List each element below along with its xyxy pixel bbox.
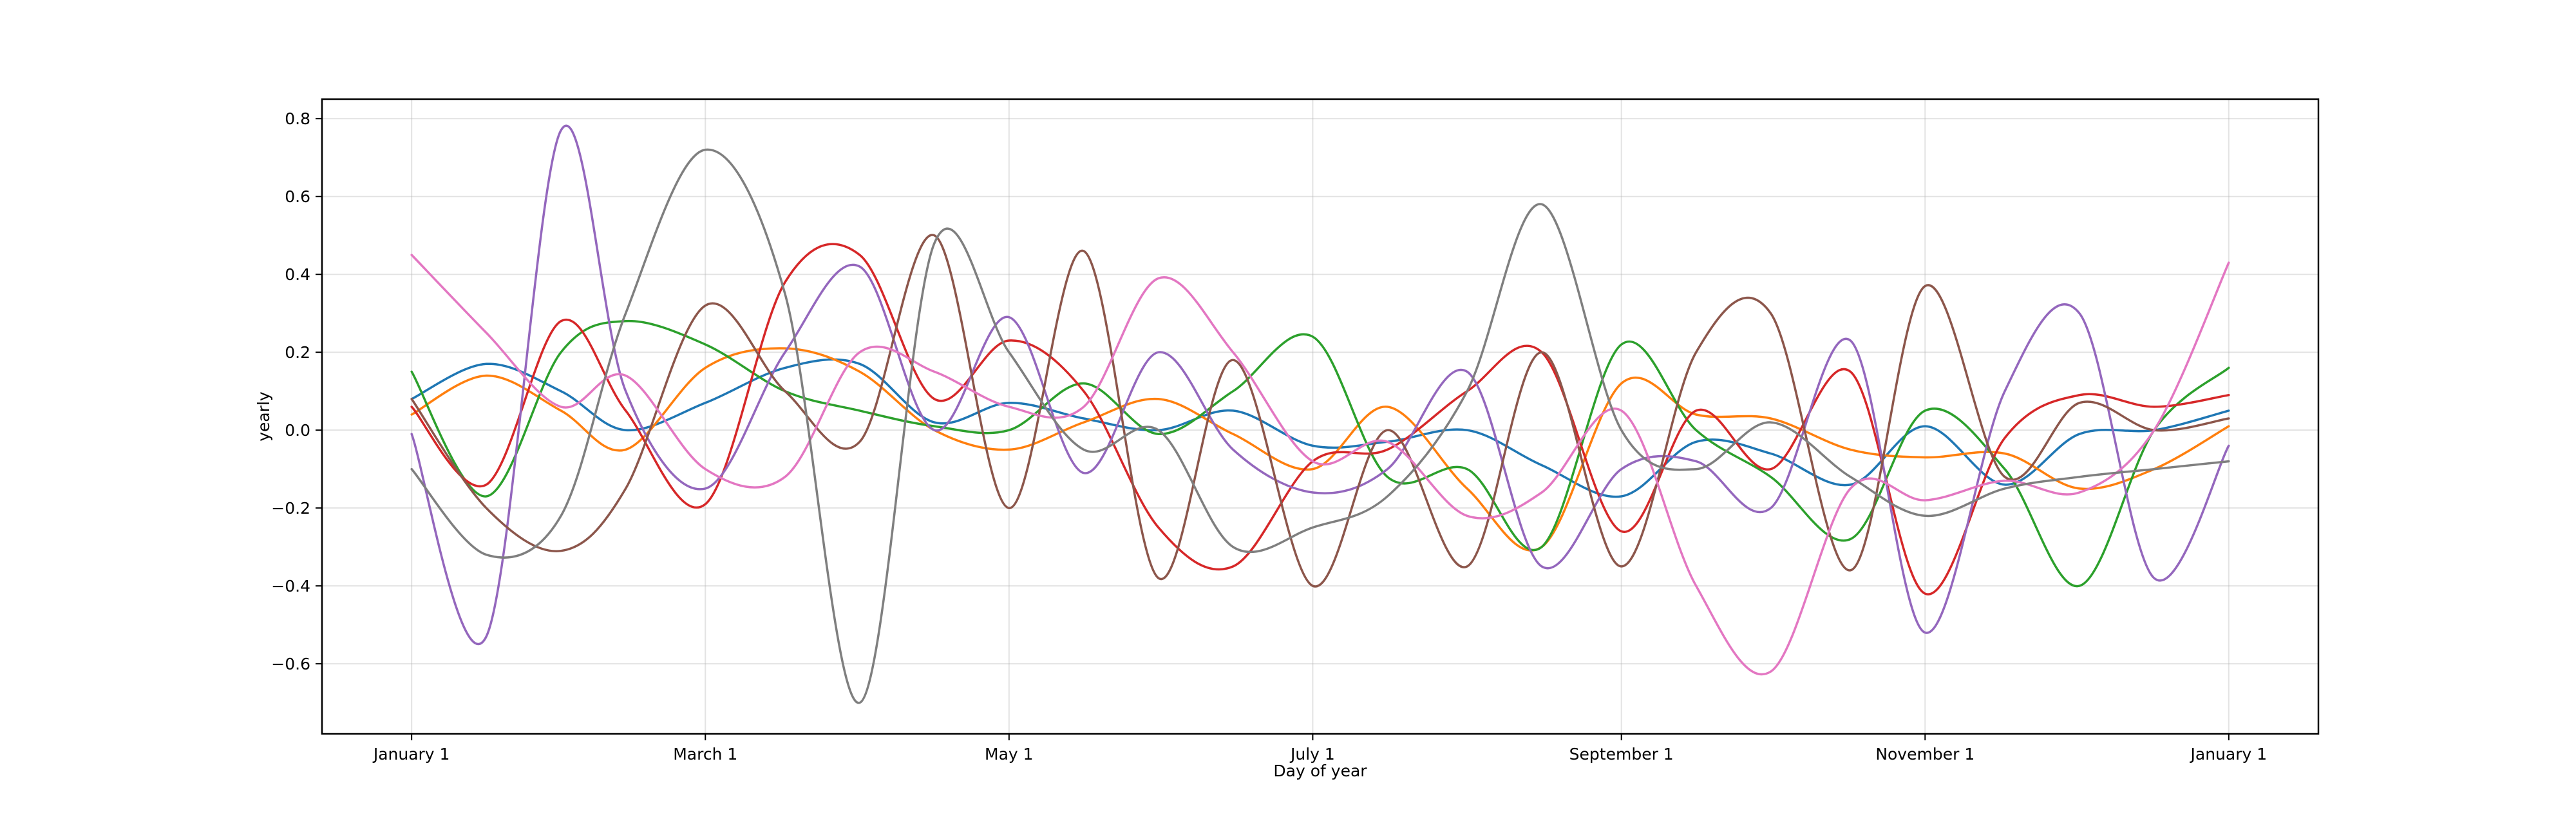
y-tick-label: 0.4 [285,265,310,284]
y-tick-label: −0.6 [271,655,310,673]
y-tick-label: −0.4 [271,577,310,595]
y-tick-label: −0.2 [271,499,310,518]
x-tick-label: November 1 [1875,745,1975,763]
plot-background [322,99,2318,734]
x-tick-label: March 1 [673,745,737,763]
x-axis-label: Day of year [1273,762,1367,780]
series-line-4 [410,243,2230,595]
plot-frame [321,98,2320,735]
y-tick-label: 0.0 [285,421,310,440]
y-tick-label: 0.6 [285,187,310,206]
series-layer [410,124,2230,704]
series-line-7 [410,254,2230,676]
series-line-1 [410,358,2230,498]
grid-layer [322,99,2318,734]
tick-layer: January 1 March 1 May 1 July 1 September 1 No… [271,109,2267,763]
y-axis-label: yearly [254,391,273,442]
y-tick-label: 0.8 [285,109,310,128]
series-line-6 [410,234,2230,588]
x-tick-label: January 1 [372,745,450,763]
y-tick-label: 0.2 [285,343,310,362]
x-tick-label: September 1 [1569,745,1674,763]
x-tick-label: July 1 [1289,745,1335,763]
x-tick-label: January 1 [2190,745,2268,763]
series-line-5 [410,124,2230,646]
series-line-8 [410,148,2230,704]
series-line-2 [410,347,2230,552]
x-tick-label: May 1 [985,745,1034,763]
